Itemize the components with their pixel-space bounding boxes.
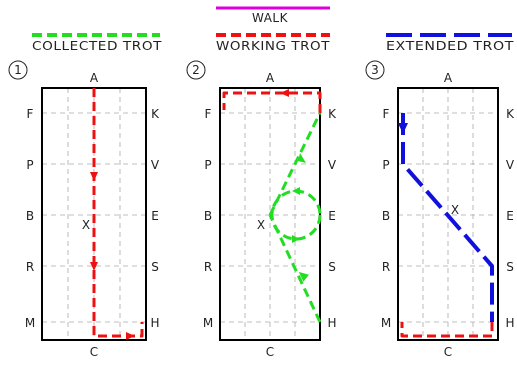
- arena-2-letter-top: A: [266, 71, 275, 85]
- arena-1-letter-top: A: [90, 71, 99, 85]
- arena-1-letter-h: H: [150, 316, 159, 330]
- arena-2-letter-h: H: [327, 316, 336, 330]
- arena-1-letter-p: P: [26, 158, 33, 172]
- arena-2-letter-b: B: [204, 209, 212, 223]
- arena-3-letter-top: A: [444, 71, 453, 85]
- arena-2-letter-m: M: [203, 316, 213, 330]
- arena-3-extended-trot-arrow: [398, 123, 408, 134]
- arena-1-letter-v: V: [151, 158, 160, 172]
- arena-2-letter-r: R: [204, 260, 212, 274]
- arena-3-letter-k: K: [506, 107, 515, 121]
- arena-1-letter-k: K: [151, 107, 160, 121]
- arena-1-letter-bottom: C: [90, 345, 98, 359]
- arena-3-number-circle: [365, 60, 385, 80]
- arena-3-letter-p: P: [382, 158, 389, 172]
- arena-3: 3 A C F P B R M K V E S H X: [365, 60, 515, 359]
- arena-3-number: 3: [371, 63, 379, 77]
- arena-3-border: [397, 87, 499, 341]
- arena-2-letter-x: X: [257, 218, 265, 232]
- arena-1: 1 A C F P B R M K V E S H X: [8, 60, 160, 359]
- arena-1-letter-b: B: [26, 209, 34, 223]
- arena-3-letter-e: E: [506, 209, 514, 223]
- arena-1-direction-arrows: [90, 172, 135, 340]
- legend-extended-trot-label: EXTENDED TROT: [386, 39, 514, 53]
- arena-2-letter-k: K: [328, 107, 337, 121]
- arena-3-letter-f: F: [383, 107, 390, 121]
- arena-1-letter-m: M: [25, 316, 35, 330]
- arena-1-letter-f: F: [27, 107, 34, 121]
- arena-3-letter-bottom: C: [444, 345, 452, 359]
- arena-3-letter-v: V: [506, 158, 515, 172]
- legend: COLLECTED TROT WALK WORKING TROT EXTENDE…: [32, 6, 514, 53]
- arena-2: 2 A C F P B R M K V E S H X: [186, 60, 337, 359]
- arena-3-working-trot-path: [400, 322, 494, 338]
- arena-2-collected-trot-arrows: [292, 153, 309, 282]
- arena-2-letter-v: V: [328, 158, 337, 172]
- arena-1-number-circle: [8, 60, 28, 80]
- arena-2-letter-f: F: [205, 107, 212, 121]
- arena-3-letter-b: B: [382, 209, 390, 223]
- arena-2-number-circle: [186, 60, 206, 80]
- legend-working-trot-label: WORKING TROT: [216, 39, 330, 53]
- arena-2-letter-p: P: [204, 158, 211, 172]
- arena-1-letter-r: R: [26, 260, 34, 274]
- arena-3-letter-x: X: [451, 203, 459, 217]
- arena-2-letter-e: E: [328, 209, 336, 223]
- arena-1-number: 1: [14, 63, 22, 77]
- arena-3-letter-h: H: [505, 316, 514, 330]
- arena-3-letter-r: R: [382, 260, 390, 274]
- arena-2-working-trot-path: [222, 91, 322, 113]
- arena-3-letter-m: M: [381, 316, 391, 330]
- arena-1-letter-e: E: [151, 209, 159, 223]
- arena-2-letter-bottom: C: [266, 345, 274, 359]
- arena-3-letter-s: S: [506, 260, 514, 274]
- arena-2-letter-s: S: [328, 260, 336, 274]
- arena-1-letter-x: X: [82, 218, 90, 232]
- arena-2-number: 2: [192, 63, 200, 77]
- arena-1-letter-s: S: [151, 260, 159, 274]
- legend-collected-trot-label: COLLECTED TROT: [32, 39, 162, 53]
- arena-3-extended-trot-path: [401, 113, 494, 322]
- legend-walk-label: WALK: [252, 11, 289, 25]
- arena-2-working-trot-arrow: [280, 89, 289, 97]
- arena-1-working-trot-path: [92, 88, 144, 338]
